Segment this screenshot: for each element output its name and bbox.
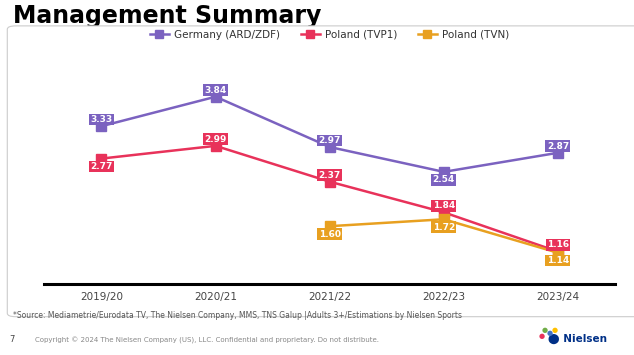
- Text: 2.77: 2.77: [90, 162, 113, 171]
- Text: Short Aside: Development of average audience* per live airing (M) in core market: Short Aside: Development of average audi…: [13, 36, 506, 45]
- Text: ⬤ Nielsen: ⬤ Nielsen: [548, 333, 607, 344]
- Text: 1.84: 1.84: [432, 201, 455, 210]
- Text: 2.99: 2.99: [204, 135, 227, 144]
- Legend: Germany (ARD/ZDF), Poland (TVP1), Poland (TVN): Germany (ARD/ZDF), Poland (TVP1), Poland…: [146, 26, 514, 44]
- Text: 2.54: 2.54: [432, 175, 455, 184]
- Text: 1.72: 1.72: [432, 223, 455, 231]
- Text: ●: ●: [547, 330, 553, 336]
- FancyBboxPatch shape: [7, 26, 634, 317]
- Text: Copyright © 2024 The Nielsen Company (US), LLC. Confidential and proprietary. Do: Copyright © 2024 The Nielsen Company (US…: [35, 337, 379, 344]
- Text: ●: ●: [542, 327, 548, 333]
- Text: 2.87: 2.87: [547, 142, 569, 151]
- Text: 1.16: 1.16: [547, 240, 569, 250]
- Text: ●: ●: [552, 327, 558, 333]
- Text: 3.84: 3.84: [204, 86, 227, 94]
- Text: 1.60: 1.60: [319, 229, 340, 239]
- Text: ●: ●: [539, 333, 545, 339]
- Text: Management Summary: Management Summary: [13, 4, 321, 28]
- Text: 1.14: 1.14: [547, 256, 569, 265]
- Text: 7: 7: [10, 335, 15, 344]
- Text: 2.97: 2.97: [318, 136, 341, 145]
- Text: 3.33: 3.33: [91, 115, 112, 124]
- Text: 2.37: 2.37: [318, 170, 341, 180]
- Text: *Source: Mediametrie/Eurodata TV, The Nielsen Company, MMS, TNS Galup |Adults 3+: *Source: Mediametrie/Eurodata TV, The Ni…: [13, 311, 462, 320]
